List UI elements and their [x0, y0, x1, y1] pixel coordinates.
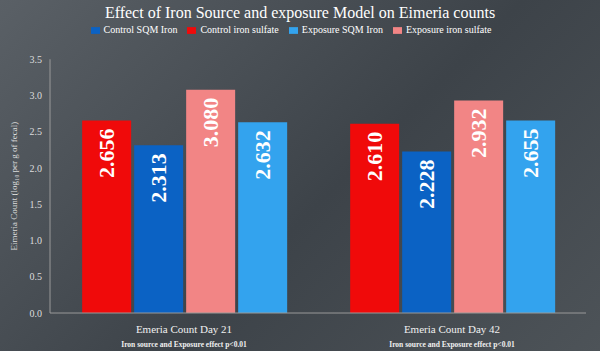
svg-text:2.610: 2.610: [362, 132, 387, 182]
svg-text:2.5: 2.5: [30, 126, 43, 137]
svg-text:1.5: 1.5: [30, 199, 43, 210]
svg-text:2.932: 2.932: [466, 108, 491, 158]
html-text:Exposure iron sulfate: Exposure iron sulfate: [405, 24, 492, 35]
svg-text:2.313: 2.313: [146, 153, 171, 203]
html-text:Control iron sulfate: Control iron sulfate: [200, 24, 279, 35]
svg-text:2.0: 2.0: [30, 163, 43, 174]
html-text:Effect of Iron Source and expo: Effect of Iron Source and exposure Model…: [104, 4, 496, 21]
svg-text:2.228: 2.228: [414, 159, 439, 209]
svg-text:Eimeria Count (log₁₀ per g of: Eimeria Count (log₁₀ per g of fecal): [9, 122, 19, 251]
html-text:Exposure SQM Iron: Exposure SQM Iron: [301, 24, 383, 35]
svg-text:Iron source and Exposure effec: Iron source and Exposure effect p<0.01: [121, 340, 247, 349]
svg-text:Emeria Count Day 42: Emeria Count Day 42: [404, 323, 500, 335]
svg-text:0.0: 0.0: [30, 308, 43, 319]
svg-text:Emeria Count Day 21: Emeria Count Day 21: [136, 323, 232, 335]
svg-text:0.5: 0.5: [30, 271, 43, 282]
svg-text:1.0: 1.0: [30, 235, 43, 246]
svg-text:3.080: 3.080: [198, 98, 223, 148]
svg-text:Iron source and Exposure effec: Iron source and Exposure effect p<0.01: [389, 340, 515, 349]
svg-text:3.5: 3.5: [30, 54, 43, 65]
svg-text:2.655: 2.655: [518, 128, 543, 178]
svg-text:3.0: 3.0: [30, 90, 43, 101]
svg-text:2.632: 2.632: [250, 130, 275, 180]
html-text:Control SQM Iron: Control SQM Iron: [103, 24, 178, 35]
svg-text:2.656: 2.656: [94, 128, 119, 178]
